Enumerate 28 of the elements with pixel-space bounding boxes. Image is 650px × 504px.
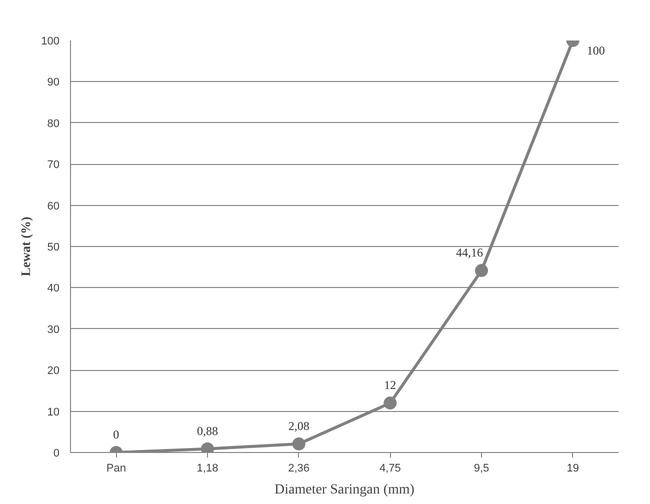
y-tick-label: 0 [53,448,60,460]
x-axis-title: Diameter Saringan (mm) [274,482,415,498]
y-tick-label: 70 [47,159,60,172]
text: 44,16 [456,246,483,260]
y-tick-label: 90 [47,76,60,89]
x-tick-label: 19 [566,462,579,474]
y-tick-label: 10 [47,406,60,418]
text: 0,88 [197,424,218,438]
text: 12 [384,378,396,392]
x-tick-label: 4,75 [379,462,401,474]
y-tick-label: 30 [47,324,60,336]
point [384,396,397,410]
y-tick-label: 100 [41,36,60,48]
text: 100 [586,44,605,58]
y-tick-label: 50 [47,242,60,254]
y-tick-label: 60 [47,200,60,212]
y-tick-label: 20 [47,365,60,378]
x-tick-label: 1,18 [196,462,218,474]
x-tick-label: Pan [106,462,126,474]
point [292,437,306,450]
y-tick-label: 80 [47,118,60,130]
x-tick-label: 2,36 [288,462,310,474]
y-tick-label: 40 [47,282,60,295]
x-tick-label: 9,5 [474,462,490,474]
point [475,264,488,278]
y-axis-title: Lewat (%) [18,216,34,276]
text: 2,08 [288,418,310,433]
text: 0 [113,428,120,442]
